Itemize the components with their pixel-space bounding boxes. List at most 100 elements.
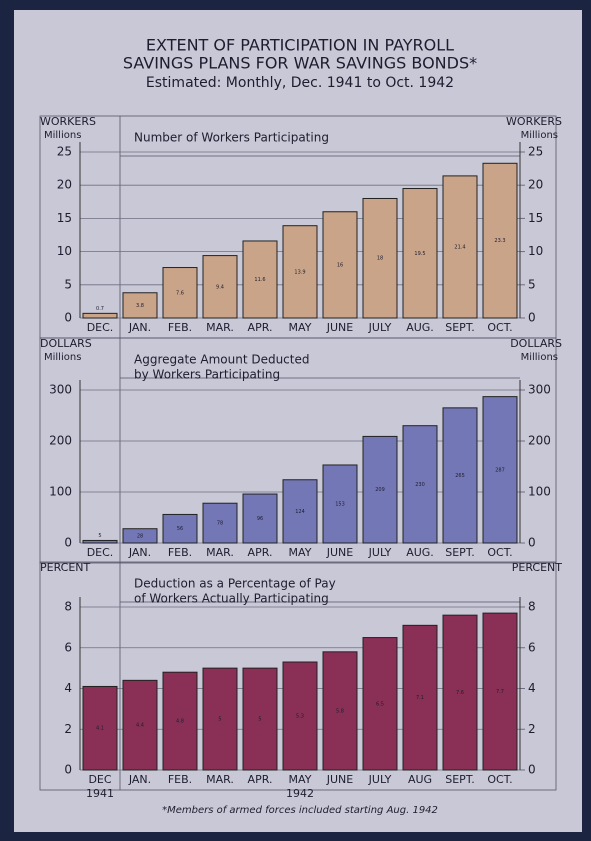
data-label: 124	[295, 509, 305, 515]
x-tick-label: APR.	[248, 773, 273, 786]
bar	[82, 685, 118, 771]
subtitle: Estimated: Monthly, Dec. 1941 to Oct. 19…	[146, 75, 454, 91]
data-label: 4.8	[176, 719, 184, 725]
data-label: 5	[258, 717, 261, 723]
bar	[402, 425, 438, 544]
x-tick-label: JULY	[368, 321, 392, 334]
y-tick-label: 6	[64, 640, 72, 654]
x-tick-label: AUG	[408, 773, 432, 786]
bar	[482, 612, 518, 771]
data-label: 21.4	[454, 244, 465, 250]
bar	[442, 407, 478, 544]
x-tick-label: JAN.	[128, 546, 151, 559]
data-label: 209	[375, 487, 385, 493]
data-label: 153	[335, 501, 345, 507]
x-tick-label: SEPT.	[445, 546, 474, 559]
data-label: 7.6	[456, 690, 464, 696]
y-tick-label: 100	[49, 485, 72, 499]
panel-title: of Workers Actually Participating	[134, 592, 329, 606]
x-tick-label: OCT.	[487, 546, 512, 559]
y2-tick-label: 10	[528, 244, 543, 258]
data-label: 23.3	[494, 238, 505, 244]
y2-tick-label: 20	[528, 178, 543, 192]
bar	[362, 197, 398, 319]
data-label: 96	[257, 516, 263, 522]
y-tick-label: 2	[64, 722, 72, 736]
bar	[442, 614, 478, 771]
y2-tick-label: 6	[528, 640, 536, 654]
x-tick-label: APR.	[248, 321, 273, 334]
data-label: 5	[98, 533, 101, 539]
bar	[322, 464, 358, 544]
bar	[202, 502, 238, 544]
bar	[362, 435, 398, 544]
data-label: 18	[377, 256, 383, 262]
bar	[282, 225, 318, 319]
bar	[482, 162, 518, 319]
y-axis-unit: Millions	[44, 130, 81, 141]
data-label: 4.4	[136, 723, 144, 729]
x-tick-label: SEPT.	[445, 321, 474, 334]
x-tick-label: JULY	[368, 773, 392, 786]
x-tick-label: MAY	[289, 546, 312, 559]
bar	[442, 175, 478, 319]
x-tick-label: FEB.	[168, 321, 192, 334]
data-label: 13.9	[294, 269, 305, 275]
y2-tick-label: 100	[528, 485, 551, 499]
y2-tick-label: 0	[528, 536, 536, 550]
y2-tick-label: 25	[528, 145, 543, 159]
y2-axis-unit: Millions	[521, 130, 558, 141]
bar	[122, 528, 158, 544]
y-tick-label: 4	[64, 681, 72, 695]
y-tick-label: 10	[57, 244, 72, 258]
y2-axis-label: DOLLARS	[510, 337, 562, 350]
bar	[362, 637, 398, 771]
y2-tick-label: 5	[528, 277, 536, 291]
bar	[322, 211, 358, 319]
panel	[39, 337, 557, 564]
y-axis-label: PERCENT	[40, 561, 91, 574]
y2-tick-label: 300	[528, 383, 551, 397]
y2-tick-label: 200	[528, 434, 551, 448]
x-tick-label: MAR.	[206, 321, 234, 334]
panel-title: Aggregate Amount Deducted	[134, 353, 310, 367]
bar	[202, 255, 238, 319]
x-tick-label: MAR.	[206, 773, 234, 786]
y-axis-label: DOLLARS	[40, 337, 92, 350]
y-tick-label: 0	[64, 311, 72, 325]
data-label: 7.6	[176, 290, 184, 296]
data-label: 0.7	[96, 306, 104, 312]
data-label: 9.4	[216, 284, 224, 290]
x-tick-label: JAN.	[128, 321, 151, 334]
x-tick-label: OCT.	[487, 773, 512, 786]
x-tick-label: FEB.	[168, 546, 192, 559]
data-label: 230	[415, 482, 425, 488]
data-label: 5	[218, 717, 221, 723]
x-tick-label: AUG.	[406, 321, 434, 334]
data-label: 19.5	[414, 251, 425, 257]
y-tick-label: 25	[57, 145, 72, 159]
x-tick-label: FEB.	[168, 773, 192, 786]
x-tick-label: DEC.	[87, 546, 114, 559]
x-tick-label: JUNE	[326, 546, 354, 559]
x-tick-label: OCT.	[487, 321, 512, 334]
data-label: 56	[177, 526, 183, 532]
bar	[402, 624, 438, 771]
bar	[202, 667, 238, 771]
data-label: 4.1	[96, 726, 104, 732]
data-label: 11.6	[254, 277, 265, 283]
bar	[322, 651, 358, 771]
x-tick-label: MAY	[289, 321, 312, 334]
bar	[242, 240, 278, 319]
panel	[39, 561, 557, 791]
y2-tick-label: 4	[528, 681, 536, 695]
y2-axis-label: PERCENT	[512, 561, 563, 574]
x-tick-label: JUNE	[326, 773, 354, 786]
x-tick-label: DEC	[88, 773, 111, 786]
data-label: 78	[217, 521, 223, 527]
y2-tick-label: 2	[528, 722, 536, 736]
year-label: 1942	[286, 787, 314, 800]
bar	[242, 493, 278, 544]
bar	[82, 539, 118, 544]
